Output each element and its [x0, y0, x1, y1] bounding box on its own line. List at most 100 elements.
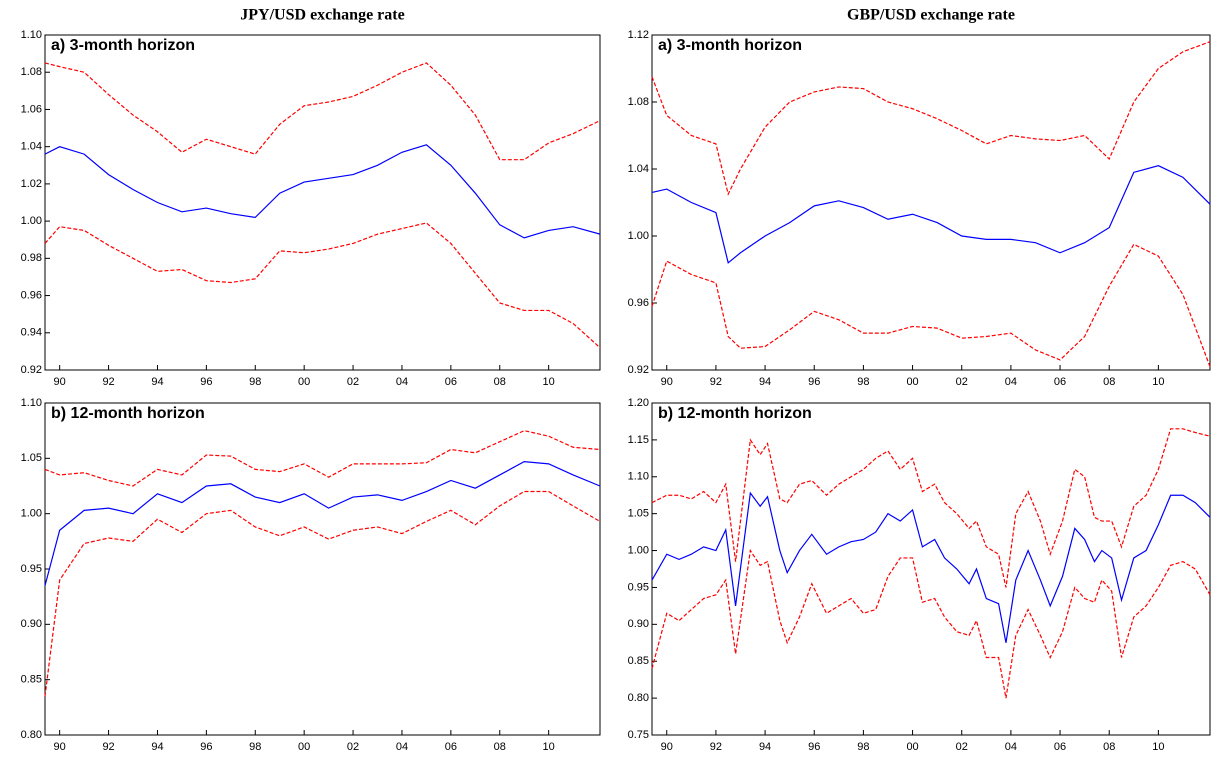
y-tick-label: 1.08	[21, 66, 42, 78]
x-tick-label: 06	[445, 376, 457, 388]
y-tick-label: 0.80	[628, 692, 649, 704]
series-line	[651, 165, 1211, 264]
y-tick-label: 1.10	[628, 471, 649, 483]
x-tick-label: 92	[102, 376, 114, 388]
x-tick-label: 02	[347, 376, 359, 388]
y-tick-label: 1.05	[628, 508, 649, 520]
x-tick-label: 00	[298, 376, 310, 388]
x-tick-label: 90	[54, 376, 66, 388]
x-tick-label: 00	[906, 376, 918, 388]
x-tick-label: 92	[102, 741, 114, 753]
series-line	[651, 41, 1211, 196]
x-tick-label: 06	[1054, 741, 1066, 753]
x-tick-label: 10	[1152, 741, 1164, 753]
series-line	[44, 222, 601, 349]
plot-frame	[44, 34, 601, 371]
y-tick-label: 1.20	[628, 397, 649, 409]
y-tick-label: 1.00	[628, 544, 649, 556]
series-line	[44, 461, 601, 586]
series-line	[44, 490, 601, 697]
x-tick-label: 04	[1005, 741, 1017, 753]
y-tick-label: 0.98	[21, 252, 42, 264]
x-tick-label: 98	[249, 741, 261, 753]
x-tick-label: 00	[906, 741, 918, 753]
y-tick-label: 1.08	[628, 96, 649, 108]
x-tick-label: 10	[1152, 376, 1164, 388]
x-tick-label: 06	[445, 741, 457, 753]
y-tick-label: 0.95	[628, 581, 649, 593]
x-tick-label: 94	[759, 376, 771, 388]
x-tick-label: 08	[494, 376, 506, 388]
chart-title: GBP/USD exchange rate	[847, 7, 1015, 24]
panel-label: a) 3-month horizon	[658, 37, 802, 54]
series-line	[44, 430, 601, 487]
y-tick-label: 0.92	[628, 364, 649, 376]
series-line	[651, 243, 1211, 367]
y-tick-label: 1.15	[628, 434, 649, 446]
panel-label: b) 12-month horizon	[658, 405, 812, 422]
x-tick-label: 06	[1054, 376, 1066, 388]
x-tick-label: 94	[151, 376, 163, 388]
chart-title: JPY/USD exchange rate	[240, 7, 404, 24]
x-tick-label: 08	[1103, 376, 1115, 388]
y-tick-label: 0.92	[21, 364, 42, 376]
y-tick-label: 1.10	[21, 397, 42, 409]
x-tick-label: 96	[808, 741, 820, 753]
y-tick-label: 0.80	[21, 729, 42, 741]
y-tick-label: 0.75	[628, 729, 649, 741]
y-tick-label: 1.02	[21, 178, 42, 190]
plot-frame	[651, 402, 1211, 736]
y-tick-label: 0.90	[628, 618, 649, 630]
x-tick-label: 08	[494, 741, 506, 753]
x-tick-label: 00	[298, 741, 310, 753]
x-tick-label: 90	[661, 376, 673, 388]
x-tick-label: 96	[808, 376, 820, 388]
x-tick-label: 04	[396, 741, 408, 753]
y-tick-label: 1.04	[628, 163, 649, 175]
x-tick-label: 10	[543, 376, 555, 388]
series-line	[651, 548, 1211, 699]
plot-frame	[44, 402, 601, 736]
y-tick-label: 1.10	[21, 29, 42, 41]
y-tick-label: 1.04	[21, 141, 42, 153]
x-tick-label: 04	[1005, 376, 1017, 388]
x-tick-label: 94	[151, 741, 163, 753]
x-tick-label: 02	[347, 741, 359, 753]
x-tick-label: 92	[710, 376, 722, 388]
x-tick-label: 90	[661, 741, 673, 753]
x-tick-label: 02	[956, 741, 968, 753]
series-line	[44, 62, 601, 161]
y-tick-label: 1.00	[628, 230, 649, 242]
x-tick-label: 90	[54, 741, 66, 753]
panel-label: b) 12-month horizon	[51, 405, 205, 422]
x-tick-label: 98	[249, 376, 261, 388]
y-tick-label: 0.94	[21, 327, 42, 339]
plot-frame	[651, 34, 1211, 371]
y-tick-label: 1.05	[21, 452, 42, 464]
y-tick-label: 1.00	[21, 215, 42, 227]
series-line	[651, 491, 1211, 643]
x-tick-label: 96	[200, 741, 212, 753]
series-line	[651, 428, 1211, 588]
x-tick-label: 98	[857, 741, 869, 753]
x-tick-label: 92	[710, 741, 722, 753]
x-tick-label: 94	[759, 741, 771, 753]
y-tick-label: 1.12	[628, 29, 649, 41]
x-tick-label: 02	[956, 376, 968, 388]
y-tick-label: 1.06	[21, 103, 42, 115]
y-tick-label: 0.85	[21, 674, 42, 686]
y-tick-label: 1.00	[21, 508, 42, 520]
x-tick-label: 10	[543, 741, 555, 753]
x-tick-label: 08	[1103, 741, 1115, 753]
y-tick-label: 0.85	[628, 655, 649, 667]
x-tick-label: 96	[200, 376, 212, 388]
x-tick-label: 04	[396, 376, 408, 388]
y-tick-label: 0.90	[21, 618, 42, 630]
x-tick-label: 98	[857, 376, 869, 388]
y-tick-label: 0.96	[21, 289, 42, 301]
y-tick-label: 0.96	[628, 297, 649, 309]
y-tick-label: 0.95	[21, 563, 42, 575]
panel-label: a) 3-month horizon	[51, 37, 195, 54]
series-line	[44, 144, 601, 239]
